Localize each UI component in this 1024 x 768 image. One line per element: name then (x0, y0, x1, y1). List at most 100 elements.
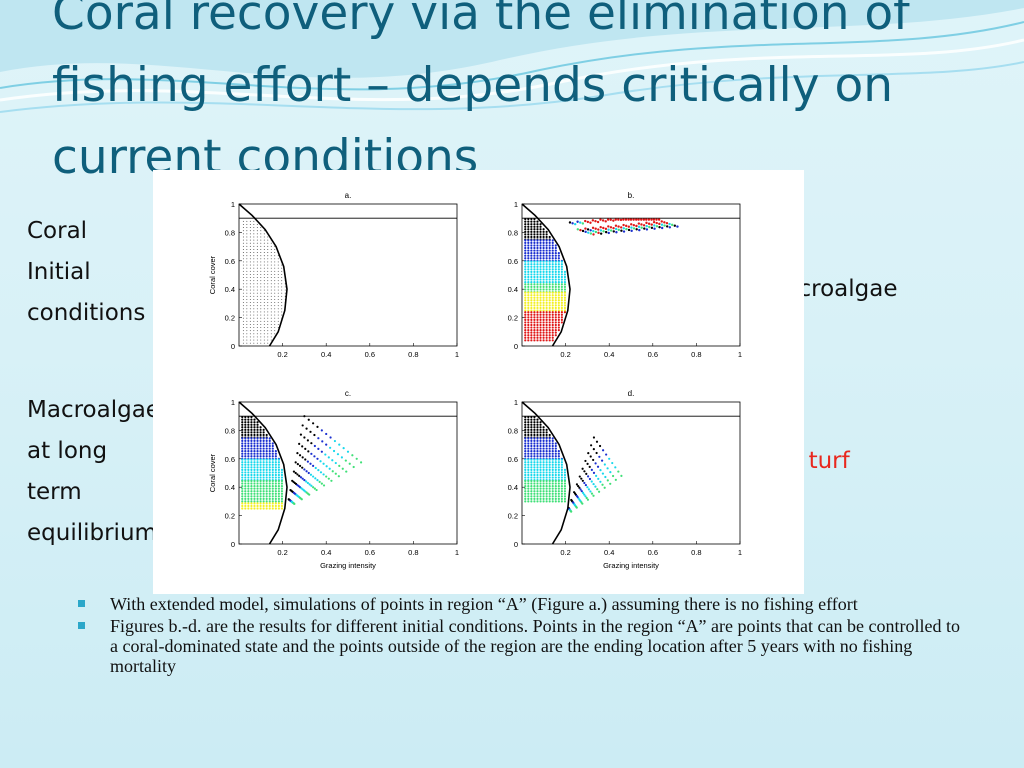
trajectory-point (338, 443, 341, 446)
initial-point (267, 255, 269, 257)
band-point (259, 442, 262, 445)
endpoint (587, 231, 590, 234)
initial-point (256, 264, 258, 266)
band-point (554, 452, 557, 455)
band-point (551, 437, 554, 440)
band-point (259, 502, 262, 505)
band-point (539, 235, 542, 239)
band-point (524, 495, 527, 498)
band-point (557, 296, 560, 299)
band-point (542, 291, 545, 294)
initial-point (270, 320, 272, 322)
band-point (560, 495, 563, 498)
initial-point (267, 295, 269, 297)
band-point (265, 466, 268, 469)
band-point (277, 495, 280, 498)
initial-point (270, 295, 272, 297)
band-point (560, 273, 563, 276)
band-point (524, 431, 527, 434)
band-point (268, 476, 271, 479)
band-point (527, 294, 530, 297)
band-point (253, 507, 256, 510)
trajectory-point (301, 456, 304, 459)
trajectory-point (322, 462, 325, 465)
x-tick-label: 0.8 (691, 548, 701, 557)
initial-point (260, 283, 262, 285)
band-point (262, 452, 265, 455)
band-point (280, 487, 284, 490)
x-tick-label: 0.4 (604, 350, 614, 359)
band-point (253, 497, 256, 500)
band-point (530, 458, 533, 461)
decorative-waves (0, 0, 1024, 113)
band-point (527, 487, 530, 490)
band-point (554, 306, 557, 310)
band-point (536, 452, 539, 455)
band-point (533, 442, 536, 445)
endpoint (660, 220, 663, 223)
band-point (527, 426, 530, 429)
endpoint (671, 223, 674, 227)
trajectory-point (592, 471, 596, 474)
initial-point (249, 252, 251, 254)
band-point (539, 249, 542, 252)
band-point (244, 495, 247, 498)
initial-point (249, 302, 251, 303)
band-point (542, 473, 545, 477)
initial-point (256, 298, 258, 300)
initial-point (246, 245, 248, 247)
band-point (527, 492, 530, 495)
endpoint (589, 232, 593, 235)
initial-point (246, 280, 248, 282)
panel-label: b. (628, 191, 635, 200)
initial-point (260, 286, 262, 288)
band-point (247, 502, 250, 505)
band-point (560, 479, 563, 483)
initial-point (242, 270, 244, 272)
band-point (542, 285, 545, 289)
trajectory-point (293, 502, 296, 505)
band-point (247, 504, 250, 508)
band-point (539, 304, 542, 307)
trajectory-point (598, 444, 602, 448)
band-point (542, 299, 545, 302)
band-point (557, 311, 560, 314)
initial-point (267, 298, 269, 300)
initial-point (242, 227, 244, 229)
band-point (548, 260, 551, 263)
band-point (533, 228, 536, 231)
band-point (536, 442, 539, 445)
band-point (536, 309, 539, 312)
initial-point (274, 292, 276, 294)
band-point (539, 476, 542, 479)
band-point (527, 433, 530, 437)
initial-point (274, 255, 276, 257)
trajectory-point (316, 479, 319, 482)
band-point (530, 487, 533, 490)
band-point (542, 437, 545, 440)
trajectory-point (359, 461, 363, 464)
x-tick-label: 0.4 (604, 548, 614, 557)
band-point (262, 431, 265, 434)
initial-point (256, 286, 258, 288)
initial-point (260, 327, 262, 328)
band-point (524, 331, 527, 334)
band-point (524, 492, 527, 495)
band-point (539, 291, 542, 294)
initial-point (267, 264, 269, 266)
band-point (527, 439, 530, 443)
band-point (530, 239, 533, 242)
band-point (539, 285, 542, 289)
band-point (250, 468, 253, 471)
initial-point (263, 273, 265, 275)
band-point (527, 497, 530, 500)
band-point (259, 458, 262, 461)
band-point (548, 313, 551, 316)
endpoint (612, 219, 615, 222)
band-point (530, 288, 533, 291)
initial-point (249, 317, 251, 319)
endpoint (612, 226, 615, 230)
band-point (277, 500, 280, 503)
band-point (244, 497, 247, 500)
band-point (244, 502, 247, 505)
